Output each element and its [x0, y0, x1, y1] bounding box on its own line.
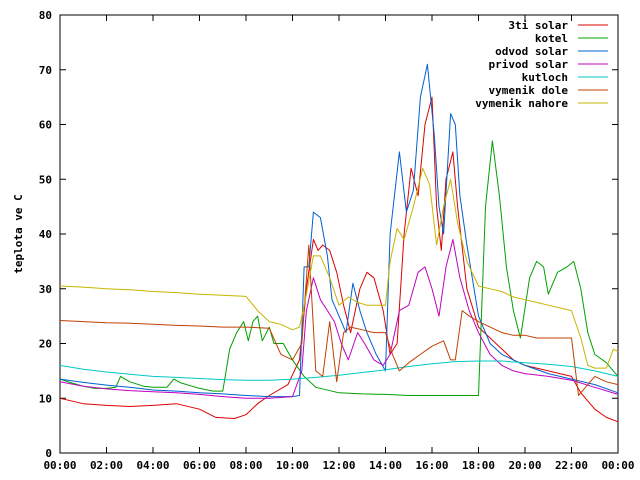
- y-tick-label: 70: [39, 64, 52, 77]
- x-tick-label: 04:00: [136, 459, 169, 472]
- x-tick-label: 14:00: [369, 459, 402, 472]
- series-line-kutloch: [59, 360, 619, 381]
- x-tick-label: 00:00: [601, 459, 634, 472]
- x-axis: 00:00 02:00 04:00 06:00 08:00 10:00 12:00 14:00…: [43, 15, 635, 472]
- legend-label: kotel: [535, 32, 568, 45]
- series-line-privod-solar: [59, 239, 619, 399]
- series-layer: [59, 63, 619, 423]
- x-tick-label: 12:00: [322, 459, 355, 472]
- series-line-vymenik-dole: [59, 244, 619, 396]
- x-tick-label: 20:00: [508, 459, 541, 472]
- y-tick-label: 30: [39, 283, 52, 296]
- legend-label: privod solar: [489, 58, 569, 71]
- x-tick-label: 22:00: [555, 459, 588, 472]
- x-tick-label: 16:00: [415, 459, 448, 472]
- y-axis-label: teplota ve C: [12, 194, 25, 273]
- y-tick-label: 10: [39, 392, 52, 405]
- series-line-kotel: [59, 140, 619, 396]
- y-tick-label: 40: [39, 228, 52, 241]
- y-tick-label: 60: [39, 119, 52, 132]
- legend-label: 3ti solar: [508, 19, 568, 32]
- y-tick-label: 20: [39, 338, 52, 351]
- series-line-3ti-solar: [59, 96, 619, 423]
- y-axis: 0 10 20 30 40 50 60 70 80: [39, 9, 618, 460]
- series-line-odvod-solar: [59, 63, 619, 398]
- legend-label: vymenik dole: [489, 84, 569, 97]
- x-tick-label: 18:00: [462, 459, 495, 472]
- x-tick-label: 06:00: [183, 459, 216, 472]
- x-tick-label: 10:00: [276, 459, 309, 472]
- y-tick-label: 50: [39, 173, 52, 186]
- series-line-vymenik-nahore: [59, 167, 619, 369]
- x-tick-label: 00:00: [43, 459, 76, 472]
- y-tick-label: 80: [39, 9, 52, 22]
- x-tick-label: 02:00: [90, 459, 123, 472]
- legend-label: odvod solar: [495, 45, 568, 58]
- legend-label: vymenik nahore: [475, 97, 568, 110]
- x-tick-label: 08:00: [229, 459, 262, 472]
- y-tick-label: 0: [45, 447, 52, 460]
- legend-label: kutloch: [522, 71, 568, 84]
